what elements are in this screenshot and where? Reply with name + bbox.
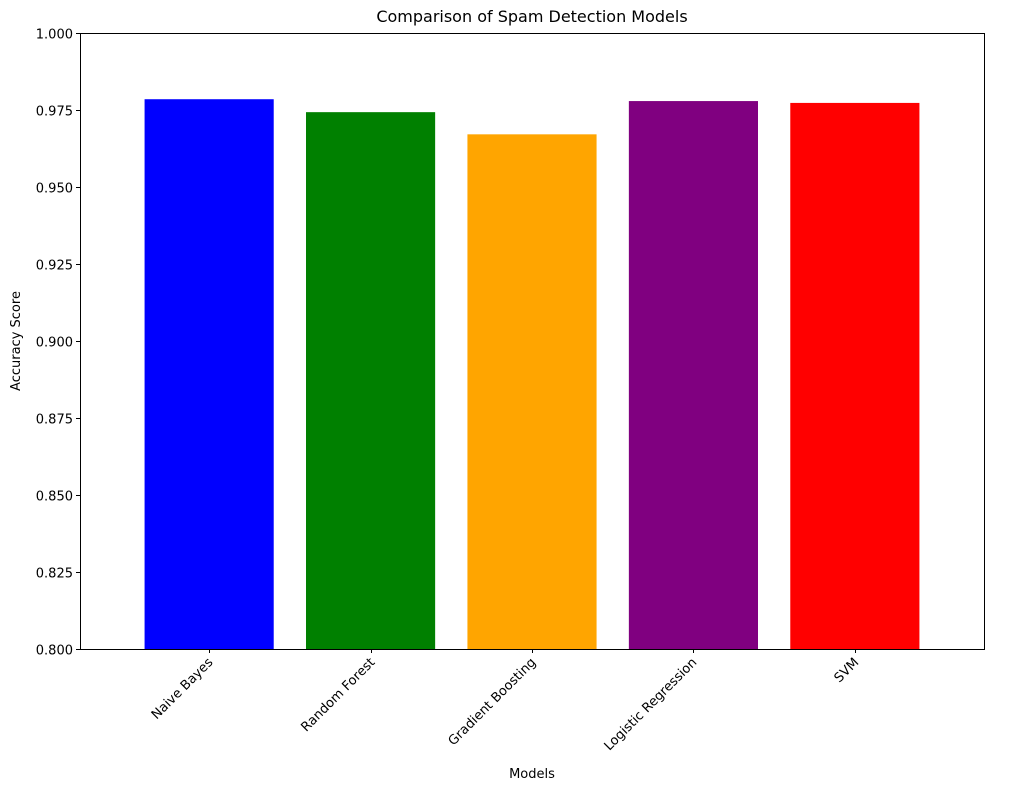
chart-title: Comparison of Spam Detection Models [376,7,687,26]
bar-svm [790,102,920,649]
x-tick-label: Naive Bayes [149,655,217,723]
y-tick-label: 0.850 [36,490,73,505]
bar-random-forest [306,112,436,649]
y-axis-label: Accuracy Score [9,291,24,391]
bar-gradient-boosting [467,134,597,649]
y-tick-label: 0.875 [36,413,73,428]
y-tick-label: 0.975 [36,105,73,120]
bars-group [144,99,920,650]
x-tick-label: Logistic Regression [602,655,701,754]
bar-logistic-regression [628,101,758,650]
y-tick-label: 0.825 [36,567,73,582]
x-tick-label: Random Forest [299,655,379,735]
x-tick-label: SVM [832,655,863,686]
y-tick-label: 0.800 [36,644,73,659]
y-tick-label: 1.000 [36,28,73,43]
y-tick-label: 0.950 [36,182,73,197]
y-tick-label: 0.925 [36,259,73,274]
x-axis-label: Models [509,767,555,782]
y-tick-label: 0.900 [36,336,73,351]
bar-naive-bayes [144,99,274,650]
x-tick-label: Gradient Boosting [446,655,540,749]
y-axis: 0.800 0.825 0.850 0.875 0.900 0.925 0.950 0.975… [36,28,80,659]
x-axis: Naive Bayes Random Forest Gradient Boostin… [149,649,863,754]
